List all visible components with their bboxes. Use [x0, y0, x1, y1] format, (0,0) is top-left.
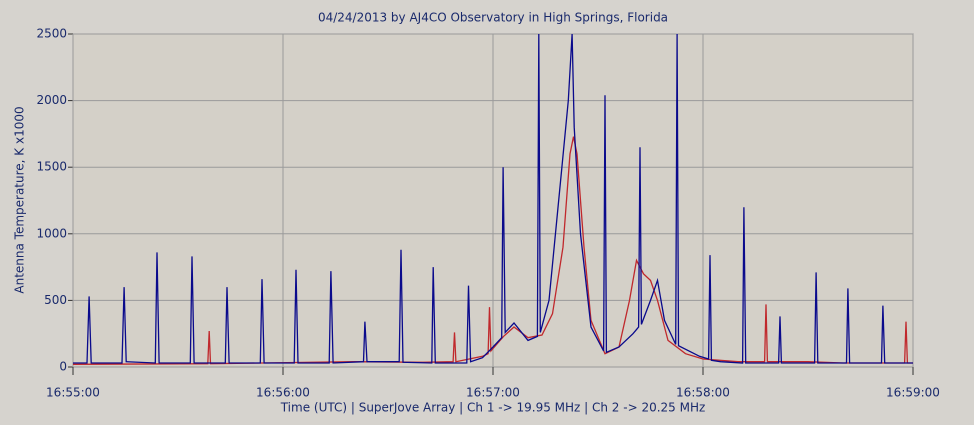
- x-tick-label: 16:58:00: [676, 386, 730, 400]
- y-tick-label: 2500: [36, 27, 67, 41]
- y-tick-label: 500: [44, 293, 67, 307]
- x-tick-label: 16:56:00: [256, 386, 310, 400]
- y-axis-label: Antenna Temperature, K x1000: [13, 106, 27, 293]
- x-tick-label: 16:57:00: [466, 386, 520, 400]
- x-tick-label: 16:59:00: [886, 386, 940, 400]
- y-tick-label: 2000: [36, 93, 67, 107]
- x-axis-label: Time (UTC) | SuperJove Array | Ch 1 -> 1…: [280, 401, 706, 415]
- y-tick-label: 1500: [36, 160, 67, 174]
- x-tick-label: 16:55:00: [46, 386, 100, 400]
- series-line: [72, 136, 913, 365]
- y-tick-label: 0: [59, 360, 67, 374]
- chart-title: 04/24/2013 by AJ4CO Observatory in High …: [318, 11, 668, 25]
- y-tick-label: 1000: [36, 226, 67, 240]
- series-line: [73, 33, 913, 364]
